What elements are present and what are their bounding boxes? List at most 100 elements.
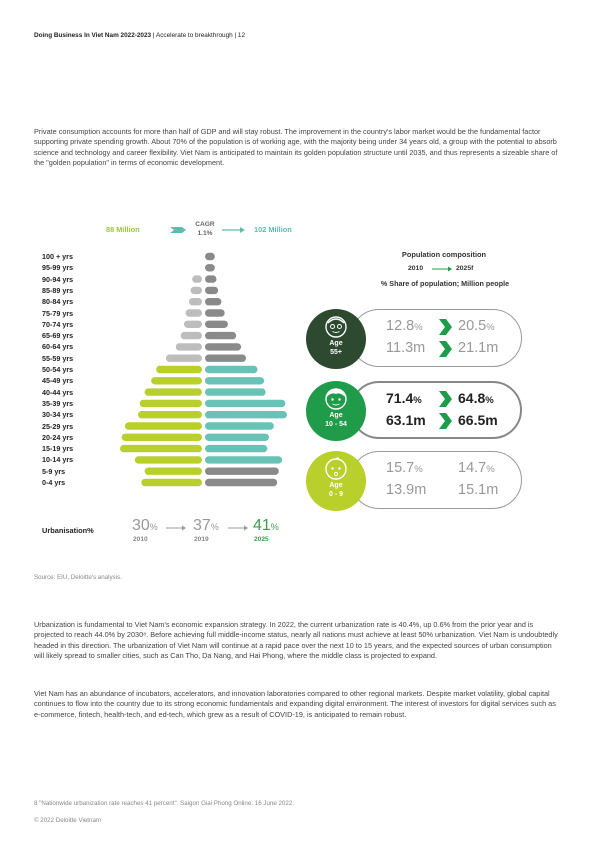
bar-2025 [205, 399, 286, 408]
baby-face-icon [325, 457, 347, 480]
age-range: 55+ [330, 349, 342, 356]
bar-2025 [205, 275, 217, 283]
bar-2010 [134, 456, 202, 464]
urb-unit: % [149, 522, 158, 532]
bar-2025 [205, 388, 266, 396]
total-2010-label: 88 Million [106, 225, 140, 234]
age-word: Age [329, 482, 343, 489]
cagr-arrow-head-icon [240, 227, 245, 233]
bar-2010 [138, 411, 202, 419]
age-label: 35-39 yrs [42, 398, 74, 408]
chevron-right-icon [439, 391, 452, 407]
age-label: 100 + yrs [42, 252, 73, 261]
bar-2010 [121, 433, 202, 441]
bar-2025 [205, 478, 278, 487]
share-2025: 20.5% [458, 318, 495, 334]
age-label: 30-34 yrs [42, 410, 74, 420]
age-badge: Age 10 - 54 [306, 381, 366, 441]
urb-value: 30 [132, 517, 150, 534]
bar-2025 [205, 411, 287, 419]
age-label: 25-29 yrs [42, 421, 74, 431]
pyramid-bars [120, 252, 287, 487]
age-label: 85-89 yrs [42, 285, 74, 295]
composition-subtitle: % Share of population; Million people [380, 279, 510, 288]
bar-2010 [175, 343, 202, 351]
age-label: 20-24 yrs [42, 432, 74, 442]
age-label: 95-99 yrs [42, 263, 74, 273]
group-pill [350, 451, 522, 509]
urb-value: 37 [193, 517, 211, 534]
bar-2010 [156, 365, 202, 374]
urbanisation-2010: 30% 2010 [132, 517, 158, 543]
age-label: 50-54 yrs [42, 365, 74, 374]
chevron-right-icon [439, 341, 452, 357]
bar-2010 [120, 444, 202, 453]
bar-2010 [124, 422, 202, 430]
bar-2010 [183, 320, 202, 328]
bar-2010 [180, 331, 202, 340]
age-range: 0 - 9 [328, 491, 343, 498]
urb-unit: % [210, 522, 219, 532]
pop-2010: 11.3m [386, 340, 426, 356]
bar-2010 [141, 478, 202, 487]
bar-2010 [151, 377, 202, 385]
composition-title: Population composition [401, 250, 487, 259]
bar-2025 [205, 343, 242, 351]
age-label: 40-44 yrs [42, 387, 74, 397]
bar-2010 [144, 467, 202, 475]
urbanisation-2025: 41% 2025 [253, 517, 279, 543]
bar-2010 [139, 399, 202, 408]
pop-2025: 21.1m [458, 340, 499, 356]
pop-2010: 13.9m [386, 482, 427, 498]
cagr-label: CAGR 1.1% [188, 220, 222, 238]
urb-year: 2010 [133, 536, 148, 543]
share-2010: 71.4% [386, 390, 422, 406]
year-from: 2010 [408, 265, 424, 272]
chevron-right-icon [439, 413, 452, 429]
share-2025: 64.8% [458, 390, 494, 406]
age-label: 10-14 yrs [42, 455, 74, 465]
group-pill [350, 309, 522, 367]
age-label: 90-94 yrs [42, 274, 74, 284]
bar-2025 [205, 467, 279, 475]
page-header: Doing Business In Viet Nam 2022-2023 | A… [34, 32, 245, 39]
age-label: 70-74 yrs [42, 319, 74, 329]
group-age-10-54: Age 10 - 54 71.4% 64.8% 63.1m 66.5m [306, 381, 522, 441]
age-label: 0-4 yrs [42, 478, 66, 487]
share-2010: 15.7% [386, 460, 423, 476]
age-label: 75-79 yrs [42, 308, 74, 318]
bar-2010 [185, 309, 202, 317]
urb-arrow-head-icon [182, 525, 186, 531]
group-age-0-9: Age 0 - 9 15.7% 14.7% 13.9m 15.1m [306, 451, 522, 511]
footnote: 8 "Nationwide urbanization rate reaches … [34, 800, 294, 807]
bar-2025 [205, 444, 268, 453]
bar-2010 [165, 354, 202, 362]
share-2025: 14.7% [458, 460, 495, 476]
urbanisation-2019: 37% 2019 [193, 517, 219, 543]
cagr-value: 1.1% [197, 230, 213, 237]
age-word: Age [329, 412, 343, 419]
copyright: © 2022 Deloitte Vietnam [34, 817, 102, 824]
bar-2025 [205, 252, 215, 261]
bar-2010 [144, 388, 202, 396]
cagr-title: CAGR [195, 221, 215, 228]
bar-2025 [205, 264, 215, 272]
cagr-chevron-icon [170, 227, 186, 233]
bar-2010 [188, 298, 202, 306]
bar-2025 [205, 309, 225, 317]
pop-2025: 66.5m [458, 412, 498, 428]
source-note: Source: EIU, Deloitte's analysis. [34, 574, 122, 581]
bar-2025 [205, 456, 283, 464]
urb-year: 2019 [194, 536, 209, 543]
age-label: 15-19 yrs [42, 444, 74, 454]
year-to: 2025f [456, 265, 474, 272]
total-2025-label: 102 Million [254, 225, 292, 234]
age-word: Age [329, 340, 343, 347]
group-age-55-plus: Age 55+ 12.8% 20.5% 11.3m 21.1m [306, 309, 522, 369]
urbanization-paragraph: Urbanization is fundamental to Viet Nam'… [34, 620, 558, 661]
cagr-arrows [170, 227, 245, 233]
age-range: 10 - 54 [325, 421, 347, 428]
bar-2025 [205, 331, 237, 340]
group-pill [350, 381, 522, 439]
